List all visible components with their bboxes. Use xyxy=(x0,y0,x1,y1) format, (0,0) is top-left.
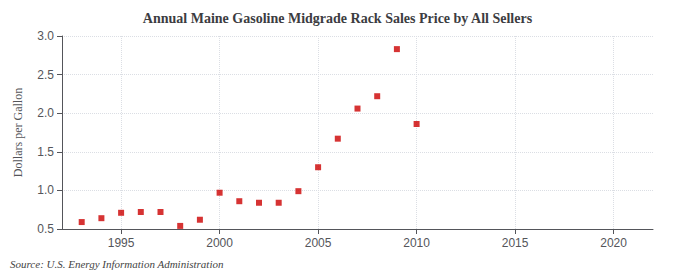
svg-text:2015: 2015 xyxy=(502,236,529,250)
svg-text:1.5: 1.5 xyxy=(37,145,54,159)
svg-text:3.0: 3.0 xyxy=(37,29,54,43)
svg-text:Annual Maine Gasoline Midgrade: Annual Maine Gasoline Midgrade Rack Sale… xyxy=(143,11,533,26)
svg-text:2000: 2000 xyxy=(206,236,233,250)
svg-text:2020: 2020 xyxy=(600,236,627,250)
svg-text:1995: 1995 xyxy=(108,236,135,250)
svg-text:1.0: 1.0 xyxy=(37,183,54,197)
svg-text:2.5: 2.5 xyxy=(37,68,54,82)
svg-text:2.0: 2.0 xyxy=(37,106,54,120)
svg-text:2005: 2005 xyxy=(305,236,332,250)
svg-text:0.5: 0.5 xyxy=(37,222,54,236)
svg-text:Source: U.S. Energy Informatio: Source: U.S. Energy Information Administ… xyxy=(10,258,224,270)
svg-text:Dollars per Gallon: Dollars per Gallon xyxy=(11,88,25,177)
svg-text:2010: 2010 xyxy=(403,236,430,250)
